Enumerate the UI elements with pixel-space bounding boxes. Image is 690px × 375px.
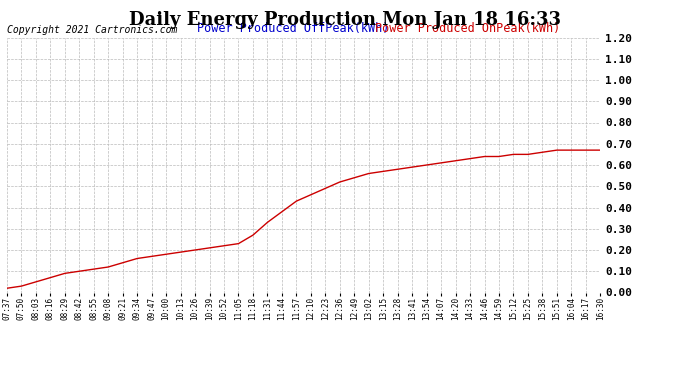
- Text: Copyright 2021 Cartronics.com: Copyright 2021 Cartronics.com: [7, 25, 177, 35]
- Text: Daily Energy Production Mon Jan 18 16:33: Daily Energy Production Mon Jan 18 16:33: [129, 11, 561, 29]
- Text: Power Produced OffPeak(kWh): Power Produced OffPeak(kWh): [197, 22, 389, 35]
- Text: Power Produced OnPeak(kWh): Power Produced OnPeak(kWh): [375, 22, 560, 35]
